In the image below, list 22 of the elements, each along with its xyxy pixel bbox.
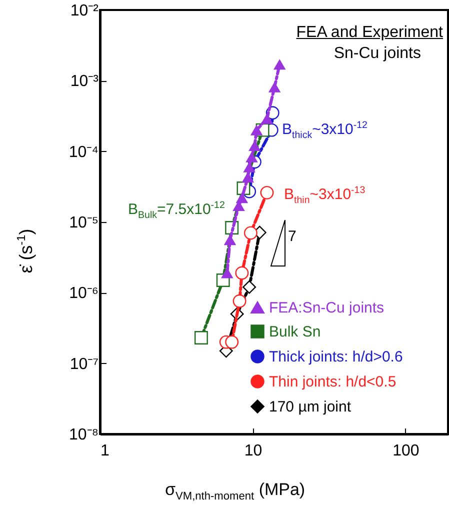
legend-label: Bulk Sn [269, 324, 321, 340]
y-tick-label: 10⁻³ [70, 73, 100, 90]
x-tick-label: 1 [100, 442, 110, 460]
legend-label: Thick joints: h/d>0.6 [269, 348, 403, 366]
x-axis-title: σ$_{VM,nth-moment}$ (MPa) [165, 480, 306, 502]
x-tick-label: 100 [392, 442, 420, 460]
y-tick-label: 10⁻⁴ [68, 144, 99, 161]
legend-label: 170 µm joint [269, 398, 352, 416]
annotation: B$_{thick}$~3x10$^{-12}$ [282, 120, 368, 141]
text: FEA and Experiment [296, 24, 443, 42]
y-tick-label: 10⁻⁵ [69, 214, 98, 232]
legend-label: Thin joints: h/d<0.5 [269, 374, 396, 390]
annotation: B$_{thin}$~3x10$^{-13}$ [284, 185, 366, 206]
legend-label: FEA:Sn-Cu joints [269, 300, 384, 316]
annotation: B$_{Bulk}$=7.5x10$^{-12}$ [128, 200, 225, 221]
text: Sn-Cu joints [334, 45, 421, 63]
y-tick-label: 10⁻² [70, 2, 100, 20]
y-tick-label: 10⁻⁷ [70, 356, 99, 373]
y-tick-label: 10⁻⁸ [68, 426, 98, 444]
x-tick-label: 10 [244, 442, 262, 460]
y-tick-label: 10⁻⁶ [69, 285, 98, 302]
annotation: 7 [288, 228, 296, 245]
